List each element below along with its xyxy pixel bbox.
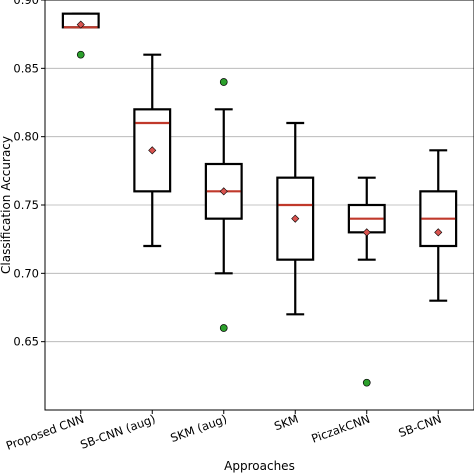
y-tick-label: 0.65	[13, 335, 39, 349]
x-tick-label: SB-CNN	[397, 412, 444, 440]
y-tick-label: 0.90	[13, 0, 39, 7]
outlier-point	[362, 378, 371, 387]
mean-marker	[362, 228, 371, 237]
x-tick-label: PiczakCNN	[309, 412, 371, 446]
mean-marker	[291, 214, 300, 223]
box-3	[276, 121, 315, 316]
grid-lines	[45, 0, 474, 343]
x-tick-label: SKM	[272, 412, 300, 434]
y-axis-ticks: 0.65 0.70 0.75 0.80 0.85 0.90	[13, 0, 45, 349]
outlier-point	[76, 50, 85, 59]
x-tick-label: SKM (aug)	[169, 412, 229, 445]
mean-marker	[219, 187, 228, 196]
mean-marker	[148, 146, 157, 155]
box-0	[61, 12, 100, 59]
y-tick-label: 0.75	[13, 198, 39, 212]
box-5	[419, 149, 458, 302]
y-axis-title: Classification Accuracy	[0, 136, 13, 274]
box-2	[204, 78, 243, 332]
y-tick-label: 0.80	[13, 130, 39, 144]
box-4	[347, 176, 386, 387]
y-tick-label: 0.85	[13, 61, 39, 75]
outlier-point	[219, 78, 228, 86]
y-tick-label: 0.70	[13, 266, 39, 280]
mean-marker	[434, 228, 443, 237]
box-series	[61, 12, 458, 387]
mean-marker	[76, 20, 85, 29]
box-1	[133, 53, 172, 248]
outlier-point	[219, 324, 228, 332]
x-tick-label: Proposed CNN	[4, 412, 86, 453]
x-axis-title: Approaches	[224, 459, 295, 473]
x-tick-label: SB-CNN (aug)	[78, 412, 157, 452]
